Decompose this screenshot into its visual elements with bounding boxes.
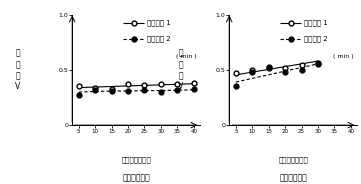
Text: グループ 1: グループ 1	[304, 20, 327, 26]
Text: 作業Ｂの場合: 作業Ｂの場合	[279, 174, 307, 183]
Text: グループ 2: グループ 2	[147, 36, 170, 42]
Text: 能
力
値
V: 能 力 値 V	[178, 49, 183, 91]
Text: グループ 1: グループ 1	[147, 20, 170, 26]
Text: 能
力
値
V: 能 力 値 V	[16, 49, 21, 91]
Text: 作業経過時間Ｔ: 作業経過時間Ｔ	[278, 156, 308, 163]
Text: ( min ): ( min )	[176, 54, 196, 59]
Text: グループ 2: グループ 2	[304, 36, 327, 42]
Text: ( min ): ( min )	[333, 54, 353, 59]
Text: 作業経過時間Ｔ: 作業経過時間Ｔ	[121, 156, 151, 163]
Text: 作業Ａの場合: 作業Ａの場合	[122, 174, 150, 183]
